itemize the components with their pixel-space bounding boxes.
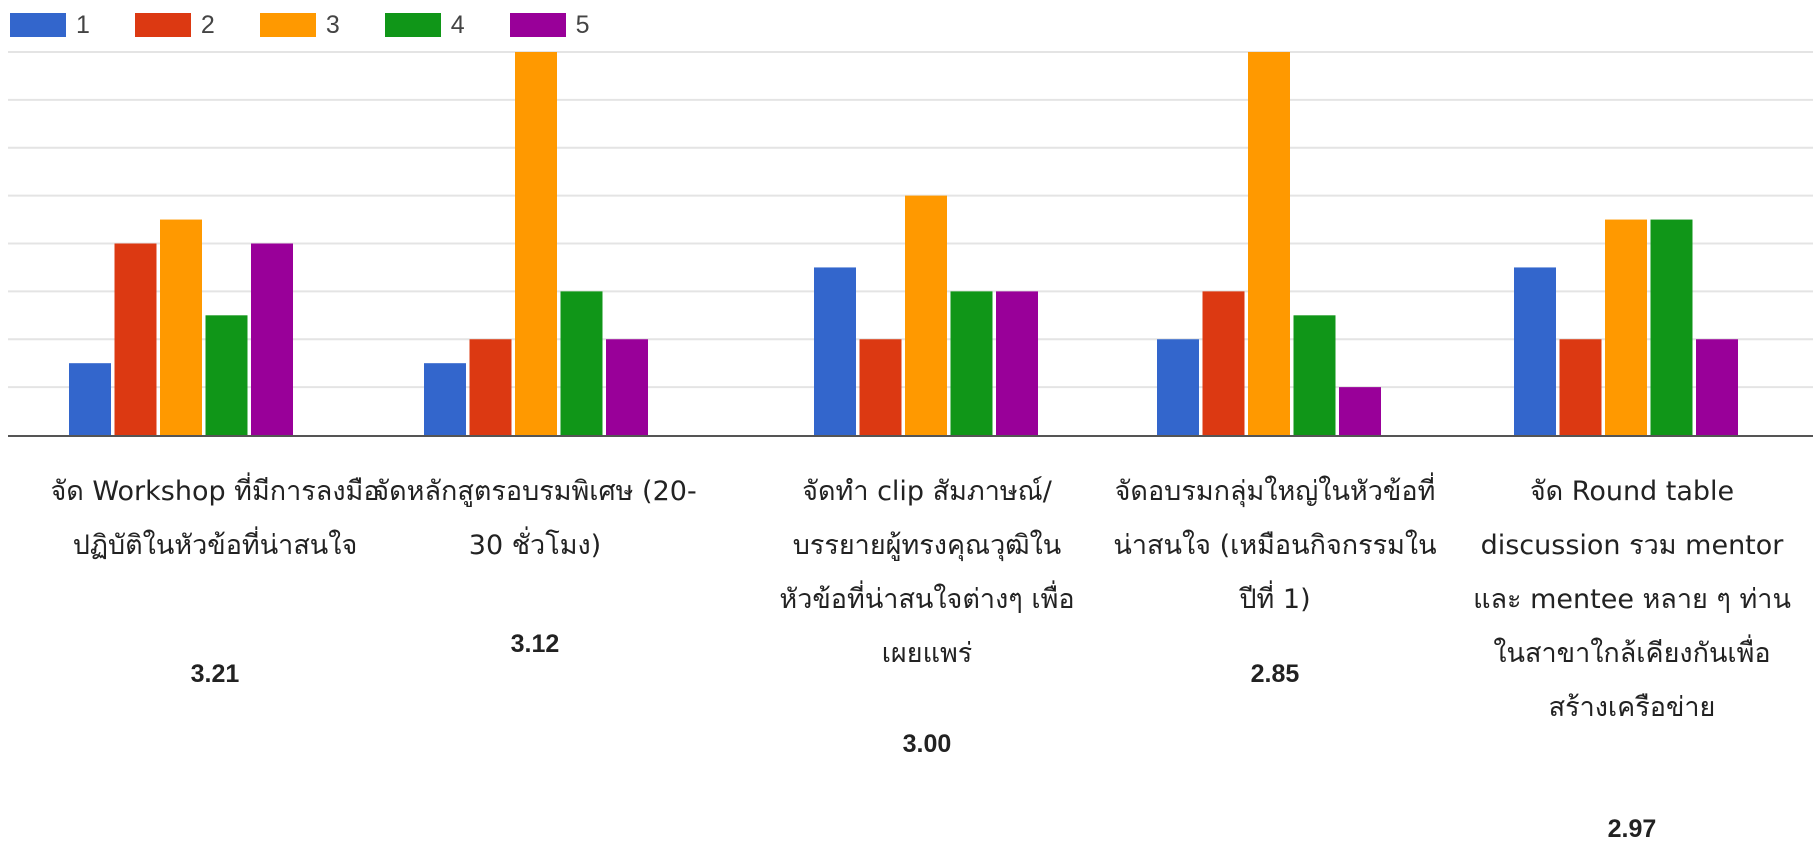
bar-series-2-category-5 <box>1559 339 1602 435</box>
category-label-round-table: จัด Round table discussion รวม mentor แล… <box>1473 476 1791 723</box>
category-label-large-group-training: จัดอบรมกลุ่มใหญ่ในหัวข้อที่น่าสนใจ (เหมื… <box>1113 476 1437 615</box>
legend-swatch-5 <box>509 13 566 37</box>
legend-swatch-1 <box>10 13 66 37</box>
bar-series-3-category-4 <box>1248 52 1290 435</box>
bar-series-3-category-2 <box>515 52 557 435</box>
legend: 1 2 3 4 5 <box>10 8 635 42</box>
bar-series-4-category-3 <box>950 291 993 435</box>
legend-item-4: 4 <box>384 10 465 40</box>
bar-series-2-category-1 <box>114 243 157 435</box>
average-large-group-training: 2.85 <box>1250 660 1300 688</box>
category-label-workshop: จัด Workshop ที่มีการลงมือปฏิบัติในหัวข้… <box>50 476 380 561</box>
bar-series-5-category-4 <box>1339 387 1381 435</box>
average-workshop: 3.21 <box>190 660 240 688</box>
bar-series-5-category-5 <box>1696 339 1738 435</box>
legend-label-4: 4 <box>450 10 465 39</box>
legend-label-5: 5 <box>575 10 590 39</box>
category-label-special-course: จัดหลักสูตรอบรมพิเศษ (20-30 ชั่วโมง) <box>373 476 697 561</box>
legend-item-5: 5 <box>509 10 590 40</box>
bar-series-1-category-2 <box>424 363 466 435</box>
legend-item-2: 2 <box>134 10 215 40</box>
legend-swatch-2 <box>134 13 191 37</box>
average-round-table: 2.97 <box>1607 815 1657 843</box>
bar-series-4-category-2 <box>560 291 603 435</box>
legend-item-1: 1 <box>10 11 90 40</box>
average-clip-interview: 3.00 <box>902 730 952 758</box>
bar-series-3-category-1 <box>160 219 202 435</box>
legend-swatch-4 <box>384 13 441 37</box>
bar-series-5-category-2 <box>606 339 648 435</box>
bar-series-3-category-5 <box>1605 219 1647 435</box>
bar-series-2-category-3 <box>859 339 902 435</box>
bar-series-5-category-1 <box>251 243 293 435</box>
legend-label-2: 2 <box>200 10 215 39</box>
average-special-course: 3.12 <box>510 630 560 658</box>
category-label-clip-interview: จัดทำ clip สัมภาษณ์/บรรยายผู้ทรงคุณวุฒิใ… <box>779 476 1075 669</box>
bar-series-3-category-3 <box>905 195 947 435</box>
legend-swatch-3 <box>259 13 316 37</box>
bar-series-4-category-5 <box>1650 219 1693 435</box>
bar-series-1-category-4 <box>1157 339 1199 435</box>
bar-series-5-category-3 <box>996 291 1038 435</box>
bar-series-4-category-1 <box>205 315 248 435</box>
bar-series-4-category-4 <box>1293 315 1336 435</box>
bar-series-2-category-2 <box>469 339 512 435</box>
bar-series-1-category-3 <box>814 267 856 435</box>
legend-label-1: 1 <box>76 10 90 39</box>
bar-series-1-category-5 <box>1514 267 1556 435</box>
bar-series-1-category-1 <box>69 363 111 435</box>
legend-label-3: 3 <box>325 10 340 39</box>
legend-item-3: 3 <box>259 10 340 40</box>
bar-series-2-category-4 <box>1202 291 1245 435</box>
